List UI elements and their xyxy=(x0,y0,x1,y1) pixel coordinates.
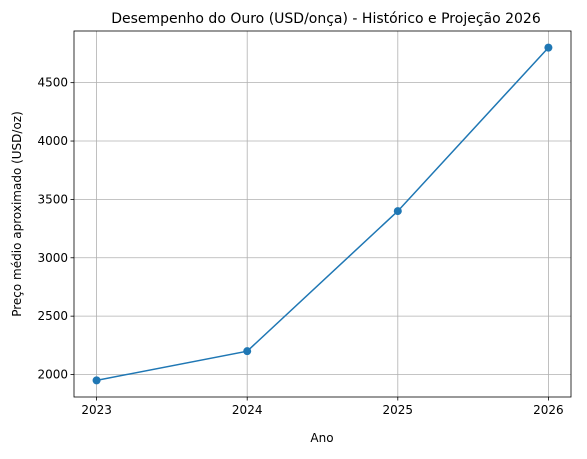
y-tick-label: 3000 xyxy=(37,251,68,265)
y-tick-label: 3500 xyxy=(37,192,68,206)
data-point xyxy=(243,347,252,356)
plot-frame xyxy=(73,30,572,398)
data-line xyxy=(96,47,549,382)
x-tick-label: 2024 xyxy=(232,403,263,417)
y-tick-label: 2000 xyxy=(37,368,68,382)
x-tick-label: 2025 xyxy=(383,403,414,417)
x-tick-label: 2023 xyxy=(81,403,112,417)
x-tick-label: 2026 xyxy=(533,403,564,417)
y-tick-label: 4000 xyxy=(37,134,68,148)
y-axis-label: Preço médio aproximado (USD/oz) xyxy=(10,111,24,317)
data-point xyxy=(544,43,553,52)
data-point xyxy=(393,207,402,216)
y-tick-label: 2500 xyxy=(37,309,68,323)
data-point xyxy=(92,376,101,385)
chart-title: Desempenho do Ouro (USD/onça) - Históric… xyxy=(111,11,541,27)
x-axis-label: Ano xyxy=(310,431,333,445)
y-tick-label: 4500 xyxy=(37,76,68,90)
